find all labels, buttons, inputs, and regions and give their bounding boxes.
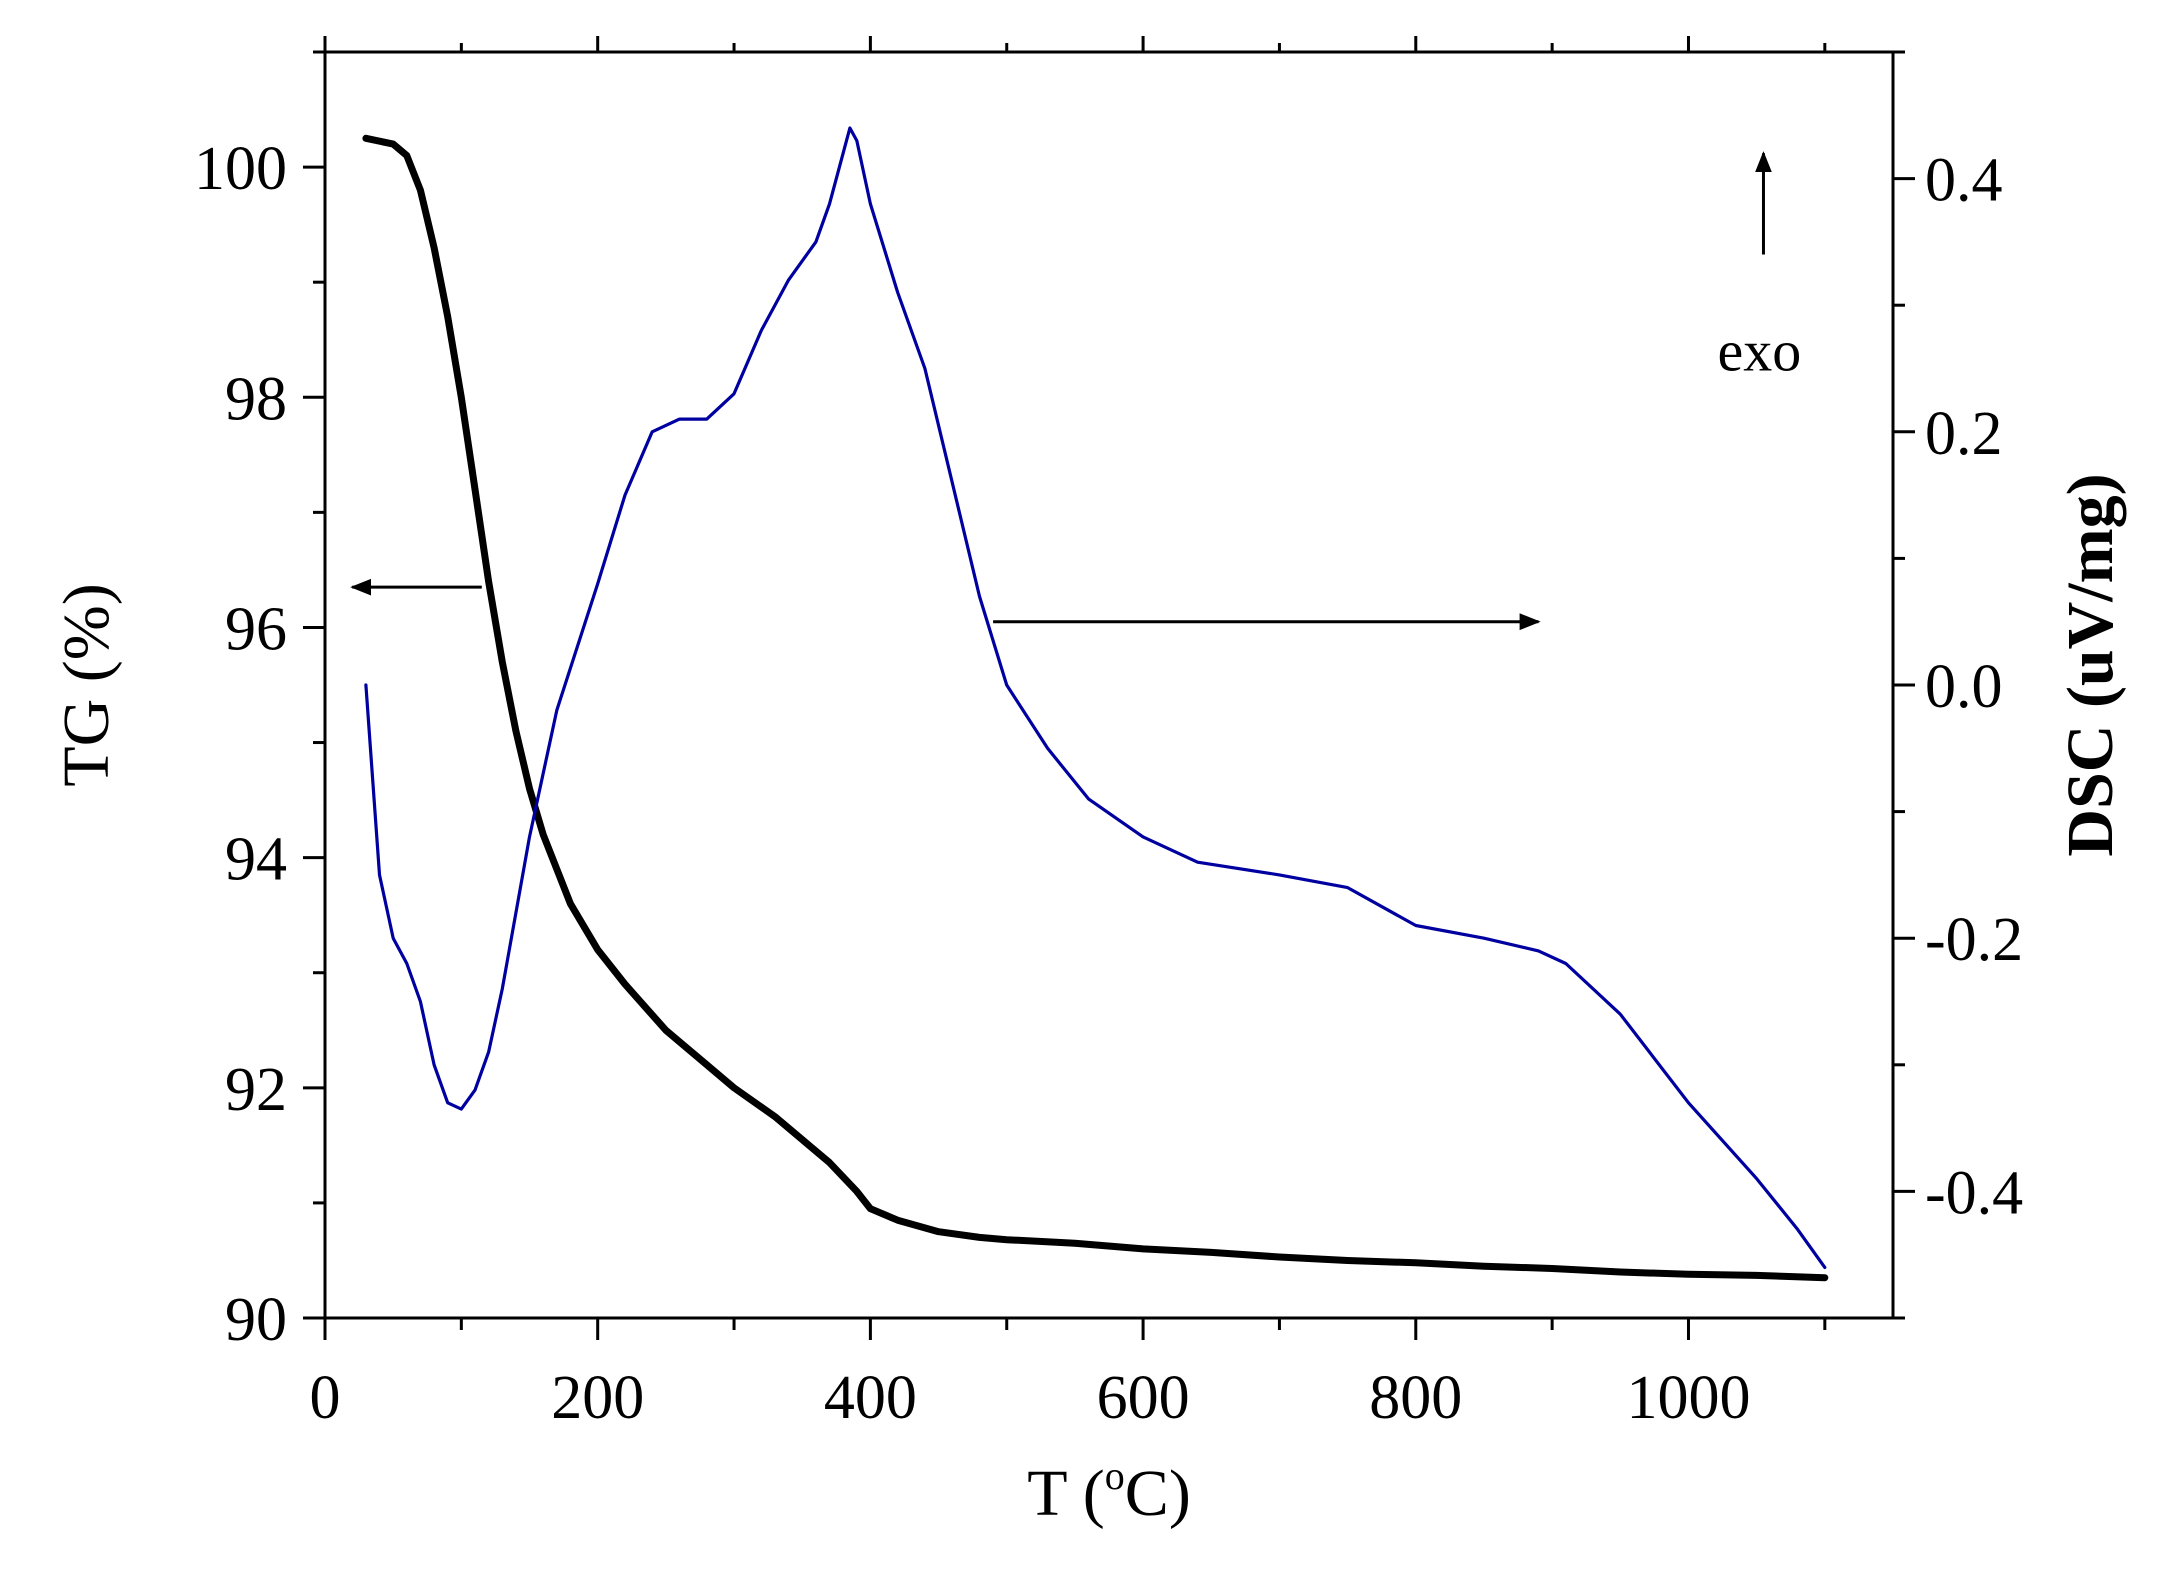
- x-axis-title-main: T (: [1027, 1457, 1105, 1530]
- y-left-tick-label: 100: [194, 135, 287, 203]
- y-left-tick-label: 90: [225, 1286, 287, 1354]
- axes: [323, 50, 1895, 1320]
- y-left-tick-label: 94: [225, 826, 287, 894]
- y-right-tick-label: 0.2: [1925, 400, 2003, 468]
- y-right-tick-label: -0.2: [1925, 906, 2023, 974]
- x-tick-label: 1000: [1626, 1364, 1750, 1432]
- y-right-tick-label: 0.4: [1925, 147, 2003, 215]
- exo-label: exo: [1718, 319, 1802, 384]
- x-tick-label: 800: [1369, 1364, 1462, 1432]
- x-axis-title-tail: C): [1125, 1457, 1191, 1530]
- y-left-tick-label: 96: [225, 595, 287, 663]
- series-group: [362, 126, 1829, 1282]
- y-right-tick-label: 0.0: [1925, 653, 2003, 721]
- y-left-tick-label: 98: [225, 365, 287, 433]
- x-tick-label: 600: [1097, 1364, 1190, 1432]
- annotations: [350, 151, 1772, 631]
- series-line-tg: [362, 134, 1829, 1282]
- x-tick-label: 400: [824, 1364, 917, 1432]
- y-left-tick-label: 92: [225, 1056, 287, 1124]
- axis-titles: T (oC) TG (%) DSC (uV/mg) exo: [50, 319, 2127, 1530]
- x-axis-title-sup: o: [1105, 1453, 1125, 1498]
- y-left-axis-title: TG (%): [50, 583, 123, 786]
- x-tick-label: 200: [551, 1364, 644, 1432]
- y-right-tick-label: -0.4: [1925, 1159, 2023, 1227]
- x-axis-title: T (oC): [1027, 1453, 1191, 1530]
- series-line-dsc: [364, 126, 1827, 1270]
- x-tick-label: 0: [310, 1364, 341, 1432]
- y-right-axis-title: DSC (uV/mg): [2054, 473, 2127, 856]
- ticks: 0 200 400 600 800 1000 90 92 94 96 98 100 -0.4 -0.2 0.…: [194, 36, 2023, 1432]
